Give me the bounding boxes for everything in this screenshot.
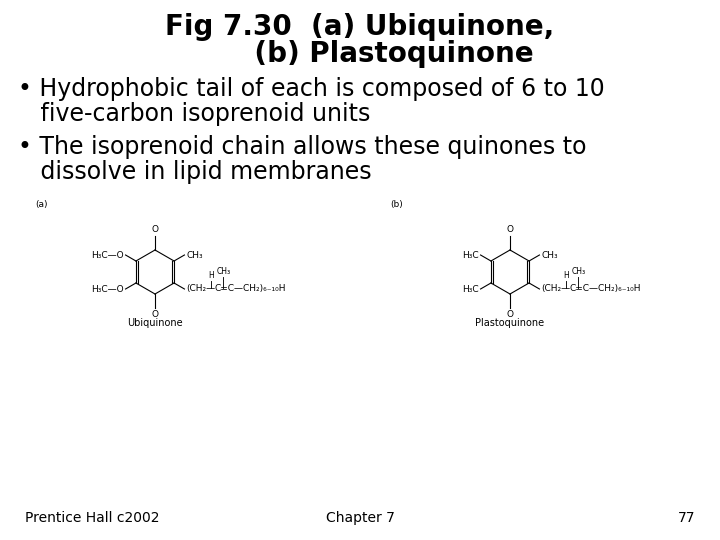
Text: (a): (a): [35, 200, 48, 209]
Text: C=C—CH₂)₆₋₁₀H: C=C—CH₂)₆₋₁₀H: [570, 285, 641, 294]
Text: CH₃: CH₃: [217, 267, 230, 276]
Text: Chapter 7: Chapter 7: [325, 511, 395, 525]
Text: dissolve in lipid membranes: dissolve in lipid membranes: [18, 160, 372, 184]
Text: Fig 7.30  (a) Ubiquinone,: Fig 7.30 (a) Ubiquinone,: [166, 13, 554, 41]
Text: Ubiquinone: Ubiquinone: [127, 318, 183, 328]
Text: H: H: [209, 271, 215, 280]
Text: H: H: [564, 271, 570, 280]
Text: five-carbon isoprenoid units: five-carbon isoprenoid units: [18, 102, 370, 126]
Text: • Hydrophobic tail of each is composed of 6 to 10: • Hydrophobic tail of each is composed o…: [18, 77, 605, 101]
Text: C=C—CH₂)₆₋₁₀H: C=C—CH₂)₆₋₁₀H: [215, 285, 286, 294]
Text: O: O: [506, 310, 513, 319]
Text: H₃C: H₃C: [462, 251, 479, 260]
Text: CH₃: CH₃: [572, 267, 585, 276]
Text: • The isoprenoid chain allows these quinones to: • The isoprenoid chain allows these quin…: [18, 135, 587, 159]
Text: (b) Plastoquinone: (b) Plastoquinone: [186, 40, 534, 68]
Text: H₃C—O: H₃C—O: [91, 251, 124, 260]
Text: H₃C: H₃C: [462, 285, 479, 294]
Text: H₃C—O: H₃C—O: [91, 285, 124, 294]
Text: Plastoquinone: Plastoquinone: [475, 318, 544, 328]
Text: O: O: [151, 310, 158, 319]
Text: CH₃: CH₃: [541, 251, 558, 260]
Text: O: O: [151, 225, 158, 234]
Text: (b): (b): [390, 200, 402, 209]
Text: (CH₂—: (CH₂—: [541, 285, 570, 294]
Text: Prentice Hall c2002: Prentice Hall c2002: [25, 511, 160, 525]
Text: (CH₂—: (CH₂—: [186, 285, 215, 294]
Text: 77: 77: [678, 511, 695, 525]
Text: O: O: [506, 225, 513, 234]
Text: CH₃: CH₃: [186, 251, 203, 260]
